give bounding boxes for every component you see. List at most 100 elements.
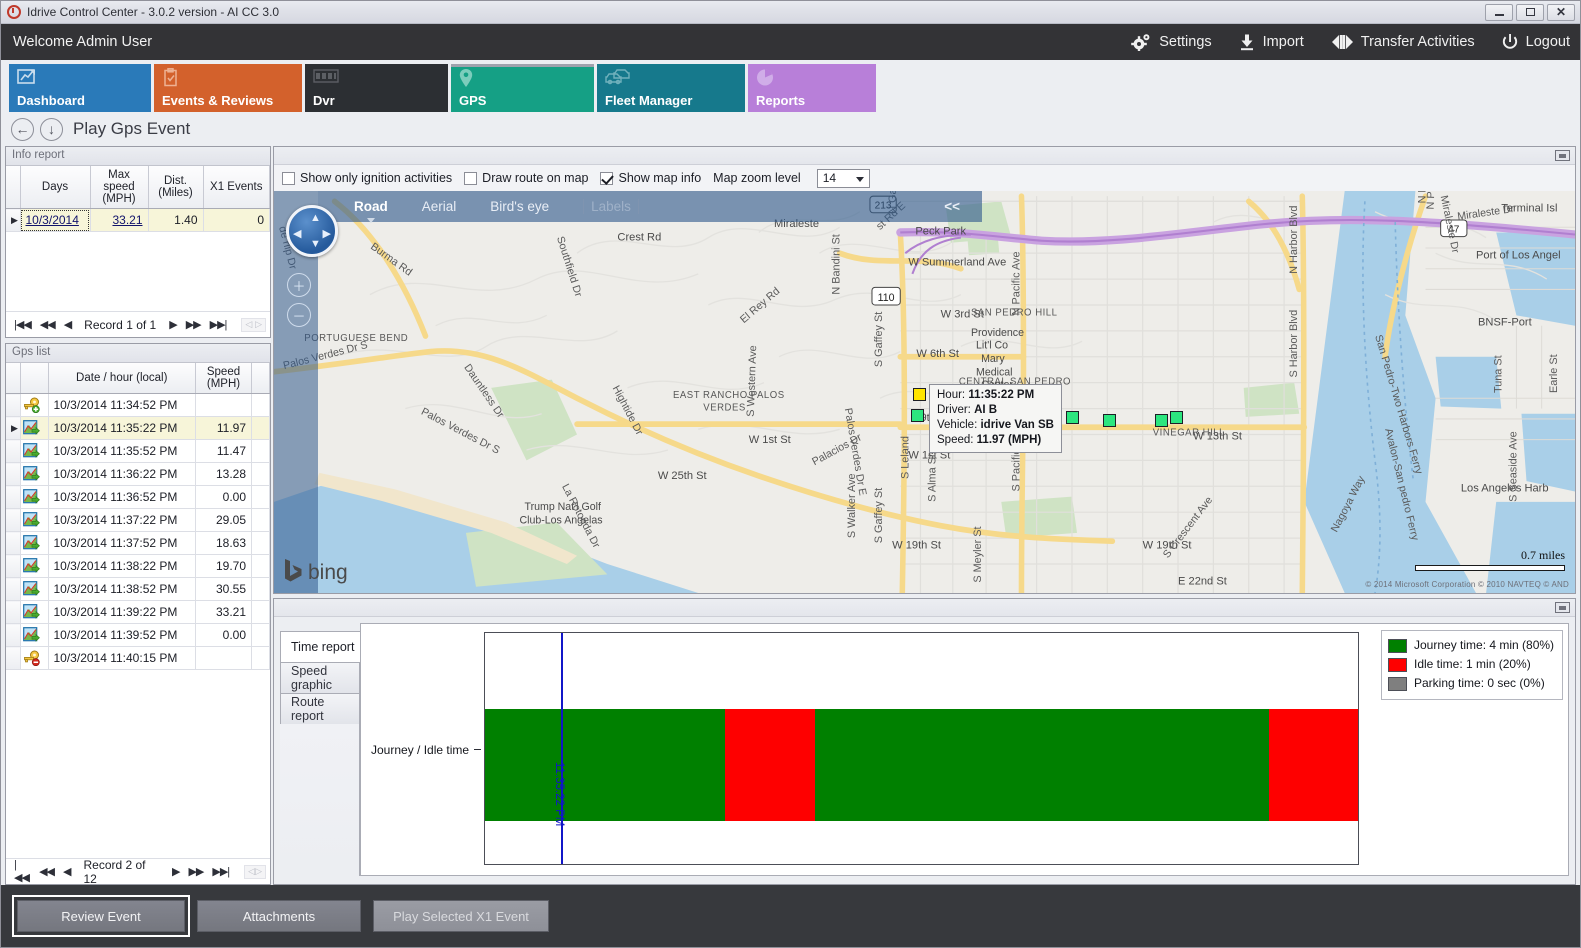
show-map-info-checkbox[interactable]	[600, 171, 614, 185]
attachments-button[interactable]: Attachments	[197, 900, 361, 932]
list-item[interactable]: 10/3/2014 11:38:22 PM 19.70	[6, 554, 270, 578]
nav-tile-fleet-manager[interactable]: Fleet Manager	[597, 64, 745, 112]
horizontal-scrollbar[interactable]: ◁ ▷	[244, 864, 266, 879]
column-x1-events[interactable]: X1 Events	[203, 166, 270, 209]
nav-first-button[interactable]: |◀◀	[14, 319, 32, 331]
nav-last-button[interactable]: ▶▶|	[212, 866, 230, 878]
gps-marker[interactable]	[911, 409, 924, 422]
bing-logo[interactable]: bing	[284, 558, 348, 587]
list-item[interactable]: 10/3/2014 11:36:22 PM 13.28	[6, 462, 270, 486]
scroll-right-arrow[interactable]: ▷	[255, 866, 262, 876]
pan-down-icon[interactable]: ▼	[310, 238, 321, 250]
draw-route-checkbox[interactable]	[464, 171, 478, 185]
nav-tile-dashboard[interactable]: Dashboard	[9, 64, 151, 112]
nav-tile-events-reviews[interactable]: Events & Reviews	[154, 64, 302, 112]
nav-next-page-button[interactable]: ▶▶	[185, 319, 202, 331]
nav-last-button[interactable]: ▶▶|	[209, 319, 228, 331]
vehicles-icon	[605, 68, 745, 88]
gps-marker[interactable]	[1170, 411, 1183, 424]
map-pan-control[interactable]: ▲ ▼ ◀ ▶	[286, 205, 338, 257]
nav-tile-reports[interactable]: Reports	[748, 64, 876, 112]
list-item[interactable]: 10/3/2014 11:34:52 PM	[6, 393, 270, 417]
map-labels-toggle[interactable]: Labels	[583, 199, 639, 214]
list-item[interactable]: ▶ 10/3/2014 11:35:22 PM 11.97	[6, 416, 270, 440]
back-button[interactable]: ←	[11, 117, 34, 141]
gps-point-icon	[20, 462, 49, 486]
map-bar-collapse-icon[interactable]: <<	[944, 199, 960, 214]
popup-speed-row: Speed: 11.97 (MPH)	[937, 433, 1054, 448]
column-speed[interactable]: Speed (MPH)	[195, 363, 252, 394]
pan-left-icon[interactable]: ◀	[293, 228, 302, 240]
gps-marker-current[interactable]	[913, 388, 926, 401]
nav-next-button[interactable]: ▶	[169, 319, 178, 331]
show-only-ignition-checkbox[interactable]	[282, 171, 295, 185]
map-mode-birds-eye[interactable]: Bird's eye	[490, 199, 550, 214]
column-dist[interactable]: Dist. (Miles)	[148, 166, 204, 209]
nav-tile-gps[interactable]: GPS	[451, 64, 594, 112]
tab-speed-graphic[interactable]: Speed graphic	[280, 662, 360, 693]
map-zoom-level-select[interactable]: 14	[816, 168, 870, 188]
chart-panel-collapse-button[interactable]	[1555, 602, 1570, 613]
map-panel-collapse-button[interactable]	[1555, 150, 1570, 161]
horizontal-scrollbar[interactable]: ◁ ▷	[241, 317, 266, 332]
gps-marker[interactable]	[1066, 411, 1079, 424]
nav-prev-page-button[interactable]: ◀◀	[39, 866, 55, 878]
play-selected-x1-event-button[interactable]: Play Selected X1 Event	[373, 900, 549, 932]
list-item[interactable]: 10/3/2014 11:37:52 PM 18.63	[6, 531, 270, 555]
list-item[interactable]: 10/3/2014 11:39:22 PM 33.21	[6, 600, 270, 624]
cell-max-speed[interactable]: 33.21	[90, 208, 149, 232]
show-map-info-option[interactable]: Show map info	[600, 171, 701, 185]
tab-route-report[interactable]: Route report	[280, 693, 360, 724]
import-menu-item[interactable]: Import	[1238, 33, 1304, 51]
nav-next-page-button[interactable]: ▶▶	[188, 866, 204, 878]
transfer-activities-menu-item[interactable]: Transfer Activities	[1330, 33, 1475, 51]
transfer-activities-label: Transfer Activities	[1360, 34, 1475, 50]
list-item[interactable]: 10/3/2014 11:39:52 PM 0.00	[6, 623, 270, 647]
close-button[interactable]: ✕	[1547, 3, 1575, 21]
list-item[interactable]: 10/3/2014 11:36:52 PM 0.00	[6, 485, 270, 509]
minimize-button[interactable]	[1485, 3, 1513, 21]
settings-menu-item[interactable]: Settings	[1130, 33, 1212, 51]
draw-route-option[interactable]: Draw route on map	[464, 171, 588, 185]
bing-mark-icon	[284, 558, 303, 587]
map-panel-header	[274, 147, 1575, 165]
list-item[interactable]: 10/3/2014 11:40:15 PM	[6, 646, 270, 670]
nav-tile-dvr[interactable]: Dvr	[305, 64, 448, 112]
column-days[interactable]: Days	[20, 166, 91, 209]
tab-time-report[interactable]: Time report	[280, 631, 360, 662]
maximize-button[interactable]	[1516, 3, 1544, 21]
gps-list-panel: Gps list Date / hour (local) Speed (MPH)	[5, 343, 271, 885]
map-mode-road[interactable]: Road	[354, 199, 388, 223]
list-item[interactable]: 10/3/2014 11:37:22 PM 29.05	[6, 508, 270, 532]
nav-prev-button[interactable]: ◀	[63, 866, 72, 878]
map-viewport[interactable]: 213 110 47 Miraleste Crest Rd Peck Park …	[274, 191, 1575, 593]
show-only-ignition-option[interactable]: Show only ignition activities	[282, 171, 452, 185]
map-zoom-in-button[interactable]: ＋	[287, 273, 311, 297]
gps-point-icon	[20, 531, 49, 555]
scroll-right-arrow[interactable]: ▷	[255, 319, 262, 329]
cell-datetime: 10/3/2014 11:38:22 PM	[48, 554, 196, 578]
table-row[interactable]: ▶ 10/3/2014 33.21 1.40 0	[6, 208, 270, 232]
nav-prev-page-button[interactable]: ◀◀	[39, 319, 56, 331]
download-page-button[interactable]: ↓	[40, 117, 63, 141]
scroll-left-arrow[interactable]: ◁	[245, 319, 253, 329]
column-max-speed[interactable]: Max speed (MPH)	[90, 166, 149, 209]
map-zoom-out-button[interactable]: －	[287, 303, 311, 327]
chart-time-cursor[interactable]	[560, 633, 563, 864]
list-item[interactable]: 10/3/2014 11:38:52 PM 30.55	[6, 577, 270, 601]
map-mode-aerial[interactable]: Aerial	[421, 199, 457, 214]
review-event-button[interactable]: Review Event	[12, 895, 190, 937]
nav-prev-button[interactable]: ◀	[63, 319, 73, 331]
list-item[interactable]: 10/3/2014 11:35:52 PM 11.47	[6, 439, 270, 463]
nav-first-button[interactable]: |◀◀	[14, 859, 30, 884]
nav-next-button[interactable]: ▶	[171, 866, 181, 878]
gps-marker[interactable]	[1155, 414, 1168, 427]
gps-marker[interactable]	[1103, 414, 1116, 427]
pan-up-icon[interactable]: ▲	[310, 212, 321, 224]
logout-menu-item[interactable]: Logout	[1501, 33, 1570, 51]
scroll-left-arrow[interactable]: ◁	[248, 866, 256, 876]
pan-right-icon[interactable]: ▶	[322, 228, 331, 240]
column-datetime[interactable]: Date / hour (local)	[48, 363, 196, 394]
info-report-nav: |◀◀ ◀◀ ◀ Record 1 of 1 ▶ ▶▶ ▶▶| ◁ ▷	[6, 311, 270, 337]
cell-day[interactable]: 10/3/2014	[20, 208, 91, 232]
